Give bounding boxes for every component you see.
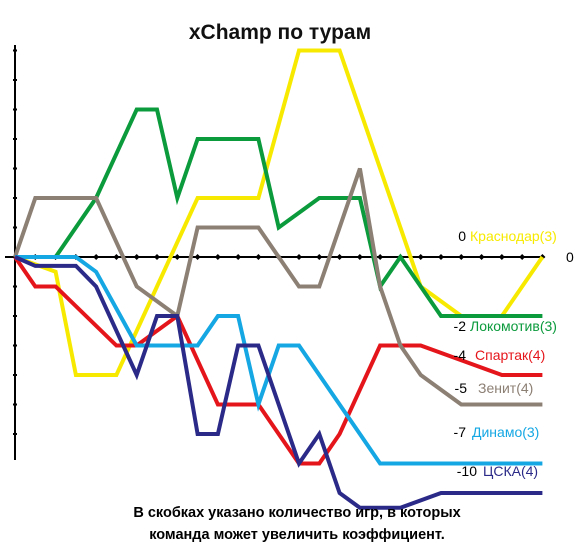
x-tick: [113, 254, 120, 260]
x-tick: [438, 254, 444, 260]
series-line-6: [14, 255, 543, 510]
x-tick: [296, 254, 302, 260]
x-tick: [194, 254, 201, 260]
series-name-label-5: Динамо(3): [472, 424, 539, 440]
series-name-label-6: ЦСКА(4): [483, 463, 538, 479]
series-line-2: [15, 107, 543, 318]
x-tick: [336, 254, 343, 260]
series-line-4: [13, 167, 543, 407]
x-tick: [214, 254, 221, 260]
series-value-label-6: -10: [457, 463, 477, 479]
zero-axis-label: 0: [566, 249, 574, 265]
series-value-label-3: -4: [454, 347, 467, 363]
series-name-label-4: Зенит(4): [478, 380, 533, 396]
x-tick: [417, 254, 424, 260]
series-value-label-4: -5: [455, 380, 468, 396]
x-tick: [133, 254, 140, 260]
x-tick: [377, 254, 384, 260]
x-tick: [93, 254, 100, 260]
x-tick: [316, 254, 323, 260]
x-tick: [458, 254, 465, 260]
x-tick: [255, 254, 262, 260]
series-name-label-1: Краснодар(3): [470, 228, 557, 244]
chart-title: xChamp по турам: [189, 21, 371, 44]
x-tick: [356, 254, 363, 260]
series-line-5: [15, 255, 543, 466]
x-tick: [498, 254, 505, 260]
series-line-3: [13, 255, 543, 466]
x-tick: [235, 254, 242, 260]
series-line-1: [14, 48, 545, 377]
x-tick: [519, 254, 526, 260]
footnote-line-1: В скобках указано количество игр, в кото…: [133, 505, 460, 521]
axes: 0: [5, 45, 574, 460]
series-value-label-1: 0: [458, 228, 466, 244]
x-tick: [174, 254, 181, 260]
series-name-label-2: Локомотив(3): [470, 318, 557, 334]
series-name-label-3: Спартак(4): [475, 347, 545, 363]
series-lines: [13, 48, 545, 510]
series-value-label-2: -2: [454, 318, 467, 334]
series-labels: 0 Краснодар(3) -2 Локомотив(3)-4 Спартак(4) -…: [454, 228, 557, 479]
series-value-label-5: -7: [454, 424, 467, 440]
x-tick: [478, 254, 485, 260]
footnote-line-2: команда может увеличить коэффициент.: [149, 527, 445, 543]
x-tick: [154, 254, 160, 260]
